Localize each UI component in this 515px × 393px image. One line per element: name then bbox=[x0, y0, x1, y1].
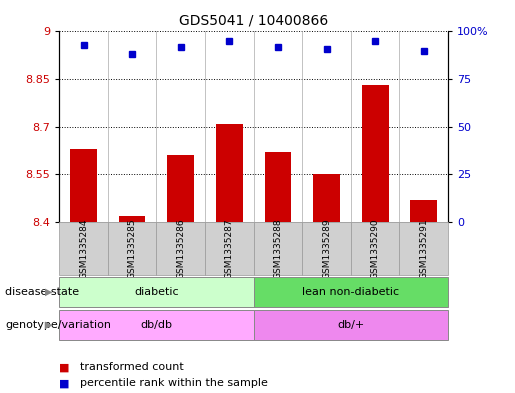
Bar bbox=[108, 222, 157, 275]
Text: GSM1335288: GSM1335288 bbox=[273, 218, 282, 279]
Bar bbox=[70, 149, 97, 222]
Bar bbox=[119, 216, 146, 222]
Bar bbox=[157, 222, 205, 275]
Text: disease state: disease state bbox=[5, 287, 79, 297]
Text: GSM1335291: GSM1335291 bbox=[419, 218, 428, 279]
Bar bbox=[362, 85, 388, 222]
Bar bbox=[351, 222, 400, 275]
Text: genotype/variation: genotype/variation bbox=[5, 320, 111, 330]
Bar bbox=[216, 123, 243, 222]
Bar bbox=[400, 222, 448, 275]
Bar bbox=[59, 222, 108, 275]
Bar bbox=[205, 222, 253, 275]
Bar bbox=[313, 174, 340, 222]
Text: ▶: ▶ bbox=[45, 287, 53, 297]
Text: GSM1335289: GSM1335289 bbox=[322, 218, 331, 279]
Text: GSM1335284: GSM1335284 bbox=[79, 219, 88, 279]
Text: GSM1335290: GSM1335290 bbox=[371, 218, 380, 279]
Text: ■: ■ bbox=[59, 378, 70, 388]
Text: ■: ■ bbox=[59, 362, 70, 373]
Text: transformed count: transformed count bbox=[80, 362, 183, 373]
Bar bbox=[253, 310, 448, 340]
Bar bbox=[410, 200, 437, 222]
Text: GSM1335286: GSM1335286 bbox=[176, 218, 185, 279]
Text: diabetic: diabetic bbox=[134, 287, 179, 297]
Text: GSM1335285: GSM1335285 bbox=[128, 218, 136, 279]
Text: db/db: db/db bbox=[141, 320, 173, 330]
Text: percentile rank within the sample: percentile rank within the sample bbox=[80, 378, 268, 388]
Bar bbox=[253, 222, 302, 275]
Bar bbox=[253, 277, 448, 307]
Bar bbox=[59, 277, 253, 307]
Text: ▶: ▶ bbox=[45, 320, 53, 330]
Bar bbox=[167, 155, 194, 222]
Title: GDS5041 / 10400866: GDS5041 / 10400866 bbox=[179, 13, 328, 28]
Bar bbox=[265, 152, 291, 222]
Text: GSM1335287: GSM1335287 bbox=[225, 218, 234, 279]
Bar bbox=[302, 222, 351, 275]
Text: lean non-diabetic: lean non-diabetic bbox=[302, 287, 400, 297]
Text: db/+: db/+ bbox=[337, 320, 365, 330]
Bar bbox=[59, 310, 253, 340]
